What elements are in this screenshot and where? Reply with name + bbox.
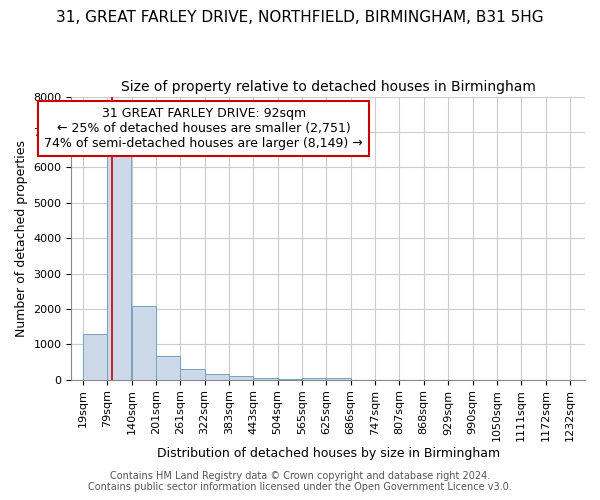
Bar <box>253 378 278 380</box>
Bar <box>156 356 181 380</box>
Text: 31 GREAT FARLEY DRIVE: 92sqm
← 25% of detached houses are smaller (2,751)
74% of: 31 GREAT FARLEY DRIVE: 92sqm ← 25% of de… <box>44 107 363 150</box>
Bar <box>180 369 205 380</box>
Text: Contains HM Land Registry data © Crown copyright and database right 2024.
Contai: Contains HM Land Registry data © Crown c… <box>88 471 512 492</box>
Bar <box>278 378 302 380</box>
Bar <box>107 146 131 380</box>
Bar <box>302 378 326 380</box>
Bar <box>229 376 253 380</box>
Y-axis label: Number of detached properties: Number of detached properties <box>15 140 28 336</box>
Bar <box>83 334 107 380</box>
Bar <box>205 374 229 380</box>
Bar <box>131 306 156 380</box>
Bar <box>326 378 350 380</box>
Title: Size of property relative to detached houses in Birmingham: Size of property relative to detached ho… <box>121 80 536 94</box>
Text: 31, GREAT FARLEY DRIVE, NORTHFIELD, BIRMINGHAM, B31 5HG: 31, GREAT FARLEY DRIVE, NORTHFIELD, BIRM… <box>56 10 544 25</box>
X-axis label: Distribution of detached houses by size in Birmingham: Distribution of detached houses by size … <box>157 447 500 460</box>
